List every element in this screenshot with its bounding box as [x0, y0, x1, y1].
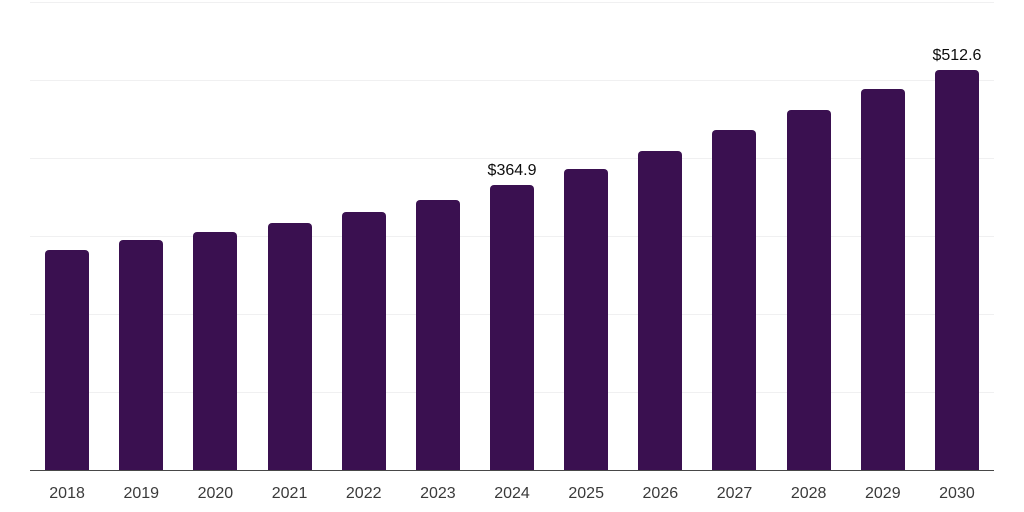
bar-2029	[860, 89, 905, 470]
bar-2025	[564, 168, 609, 470]
x-tick-label-2027: 2027	[716, 485, 753, 502]
bars-row: $364.9 $512.6	[30, 2, 994, 470]
bar-2022	[341, 211, 386, 470]
bar-band-2021	[252, 2, 326, 470]
x-tick-label-2020: 2020	[197, 485, 234, 502]
data-label-2030: $512.6	[932, 47, 982, 65]
bar-2026	[638, 150, 683, 470]
x-tick-label-2022: 2022	[345, 485, 382, 502]
bar-band-2026	[623, 2, 697, 470]
data-label-2024: $364.9	[487, 162, 537, 180]
bar-2018	[45, 249, 90, 470]
bar-2030: $512.6	[932, 47, 981, 470]
bar-band-2020	[178, 2, 252, 470]
bar-band-2030: $512.6	[920, 2, 994, 470]
x-axis-labels: 2018 2019 2020 2021 2022 2023 2024 2025 2026 2027…	[30, 485, 994, 503]
bar-2020	[193, 231, 238, 470]
x-tick-label-2030: 2030	[939, 485, 975, 502]
bar-band-2028	[772, 2, 846, 470]
bar-band-2019	[104, 2, 178, 470]
x-tick-label-2025: 2025	[568, 485, 604, 502]
bar-2028	[786, 109, 831, 470]
bar-band-2027	[697, 2, 771, 470]
bar-band-2025	[549, 2, 623, 470]
x-tick-label-2018: 2018	[49, 485, 85, 502]
plot-area: $364.9 $512.6	[30, 2, 994, 470]
bar-band-2018	[30, 2, 104, 470]
bar-2024: $364.9	[488, 162, 536, 470]
x-tick-label-2028: 2028	[790, 485, 827, 502]
x-tick-label-2026: 2026	[642, 485, 679, 502]
bar-band-2029	[846, 2, 920, 470]
bar-band-2022	[327, 2, 401, 470]
bar-2019	[119, 240, 164, 470]
bar-2021	[267, 222, 312, 470]
bar-band-2024: $364.9	[475, 2, 549, 470]
x-tick-label-2019: 2019	[123, 485, 160, 502]
bar-2023	[415, 200, 460, 470]
x-tick-label-2029: 2029	[865, 485, 901, 502]
bar-2027	[712, 130, 757, 470]
gridline-600	[30, 2, 994, 3]
gridline-500	[30, 80, 994, 81]
gridline-400	[30, 158, 994, 159]
x-axis-line	[30, 470, 994, 471]
bar-band-2023	[401, 2, 475, 470]
x-tick-label-2024: 2024	[494, 485, 530, 502]
x-tick-label-2021: 2021	[271, 485, 308, 502]
x-tick-label-2023: 2023	[420, 485, 456, 502]
